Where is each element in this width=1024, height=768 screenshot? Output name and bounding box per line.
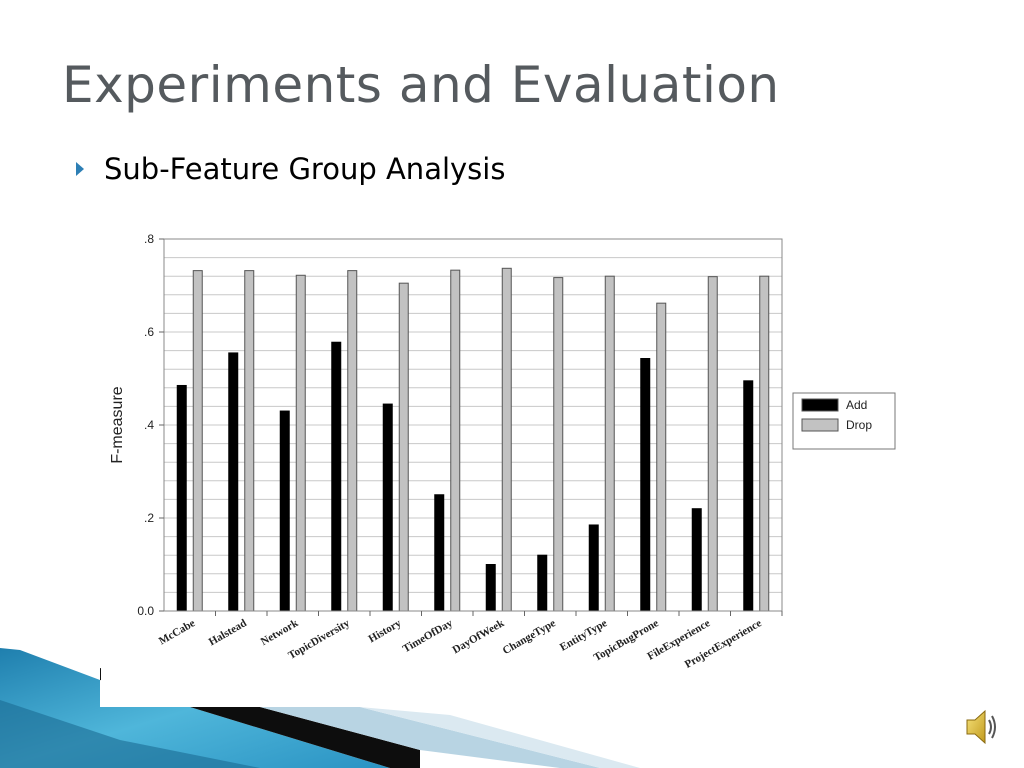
y-axis-label: F-measure [109, 386, 126, 463]
bar-add [743, 380, 754, 612]
y-tick-label: .8 [144, 232, 154, 246]
bar-drop [656, 302, 667, 612]
slide-title: Experiments and Evaluation [62, 56, 780, 114]
bar-add [176, 384, 187, 612]
legend-label-add: Add [846, 398, 867, 412]
bullet-text: Sub-Feature Group Analysis [104, 152, 506, 186]
bar-add [279, 410, 290, 612]
legend-label-drop: Drop [846, 418, 872, 432]
bar-add [485, 564, 496, 612]
bar-drop [604, 275, 615, 612]
bar-drop [295, 274, 306, 612]
bar-add [588, 524, 599, 612]
legend-swatch-drop [801, 418, 839, 432]
chart-bars [176, 267, 770, 612]
bar-drop [244, 270, 255, 612]
bar-drop [347, 270, 358, 612]
bar-drop [450, 269, 461, 612]
bullet-item: Sub-Feature Group Analysis [76, 152, 505, 186]
bar-add [640, 358, 651, 612]
bar-add [691, 508, 702, 612]
y-tick-label: .4 [144, 418, 154, 432]
bar-add [331, 341, 342, 612]
bar-add [434, 494, 445, 612]
bar-add [382, 403, 393, 612]
y-tick-label: 0.0 [137, 604, 154, 618]
bar-drop [501, 267, 512, 612]
chart-grid [164, 257, 782, 593]
chart-legend: Add Drop [792, 392, 896, 450]
bar-drop [398, 282, 409, 612]
bar-add [228, 352, 239, 612]
triangle-bullet-icon [76, 162, 84, 176]
bar-drop [553, 277, 564, 612]
speaker-icon[interactable] [964, 706, 1000, 748]
bar-add [537, 554, 548, 612]
bar-drop [192, 270, 203, 612]
y-tick-label: .6 [144, 325, 154, 339]
y-axis-ticks: 0.0 .2 .4 .6 .8 [137, 232, 164, 618]
bar-drop [707, 276, 718, 612]
legend-swatch-add [801, 398, 839, 412]
y-tick-label: .2 [144, 511, 154, 525]
bar-drop [759, 275, 770, 612]
